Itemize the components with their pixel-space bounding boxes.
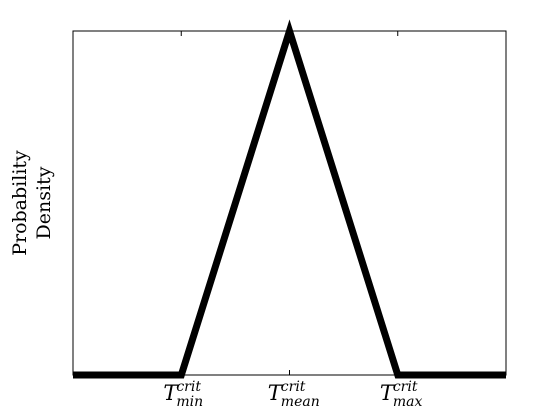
x-tick-label-sub: min (176, 394, 203, 410)
x-tick-label-sup: crit (176, 379, 201, 395)
x-tick-label-base: T (380, 381, 396, 405)
x-tick-label-sup: crit (281, 379, 306, 395)
x-tick-label-base: T (268, 381, 284, 405)
plot-frame (72, 30, 507, 376)
y-axis-title-line: Density (33, 166, 55, 239)
x-tick-label-sub: mean (281, 394, 320, 410)
y-axis-title-line: Probability (9, 150, 31, 256)
x-tick-label-sup: crit (393, 379, 418, 395)
x-tick-label-sub: max (393, 394, 423, 410)
y-axis-title: Probability Density (9, 150, 55, 256)
x-tick-label-base: T (163, 381, 179, 405)
